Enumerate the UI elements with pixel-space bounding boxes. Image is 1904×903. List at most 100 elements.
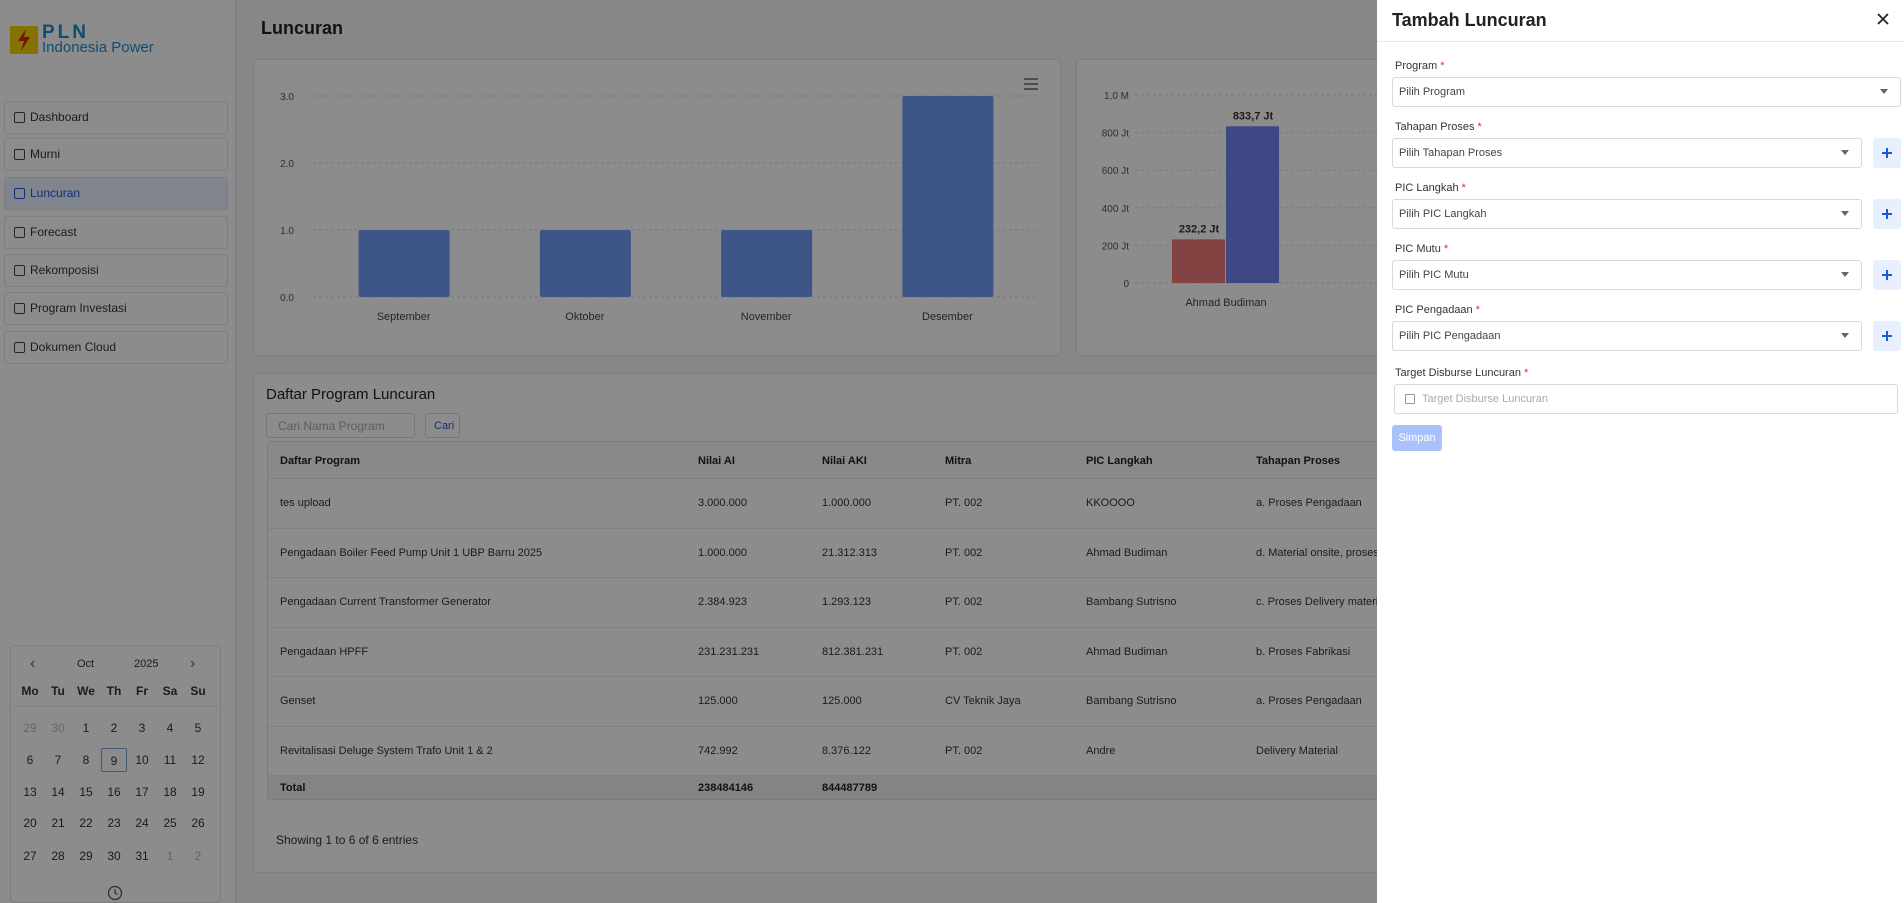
table-row[interactable]	[268, 479, 1426, 529]
weekday: Tu	[51, 684, 65, 698]
calendar-day[interactable]: 4	[166, 721, 174, 735]
table-cell: 742.992	[698, 744, 738, 757]
calendar-day[interactable]: 1	[166, 849, 174, 863]
select-input[interactable]: Pilih Program	[1392, 77, 1901, 107]
table-row[interactable]	[268, 677, 1426, 727]
calendar-day[interactable]: 13	[23, 785, 37, 799]
calendar-month[interactable]: Oct	[77, 658, 95, 670]
calendar-day[interactable]: 20	[23, 816, 37, 830]
calendar-day[interactable]: 16	[107, 785, 121, 799]
table-cell: Pengadaan Current Transformer Generator	[280, 596, 491, 608]
required-mark: *	[1477, 121, 1482, 133]
menu-item[interactable]: Luncuran	[4, 177, 228, 210]
table-cell: 812.381.231	[822, 645, 884, 658]
calendar-next[interactable]: ›	[190, 655, 196, 672]
calendar-day[interactable]: 30	[51, 721, 65, 735]
menu-item[interactable]: Rekomposisi	[4, 254, 228, 287]
select-input[interactable]: Pilih PIC Pengadaan	[1392, 321, 1862, 351]
menu-item[interactable]: Murni	[4, 138, 228, 171]
table-row[interactable]	[268, 529, 1426, 578]
calendar-day[interactable]: 7	[54, 753, 62, 767]
calendar-day[interactable]: 3	[138, 721, 146, 735]
calendar-year[interactable]: 2025	[134, 658, 159, 670]
overlay[interactable]	[0, 0, 1377, 903]
drawer: Tambah Luncuran Simpan Program * Pilih Pro…	[1377, 0, 1904, 903]
calendar-day[interactable]: 31	[135, 849, 149, 863]
calendar-day[interactable]: 30	[107, 849, 121, 863]
calendar-day[interactable]: 26	[191, 816, 205, 830]
calendar-day[interactable]: 12	[191, 753, 205, 767]
calendar-day[interactable]: 17	[135, 785, 149, 799]
calendar-day[interactable]: 2	[194, 849, 202, 863]
bar	[539, 230, 631, 297]
field-label: Tahapan Proses *	[1395, 121, 1482, 133]
total-cell: 844487789	[822, 782, 878, 794]
chart-menu[interactable]	[1022, 76, 1042, 92]
y-tick-label: 400 Jt	[1102, 204, 1129, 215]
table-row[interactable]	[268, 628, 1426, 677]
calendar-day[interactable]: 8	[82, 753, 90, 767]
calendar-day[interactable]: 25	[163, 816, 177, 830]
column-header: PIC Langkah	[1086, 455, 1153, 467]
select-input[interactable]: Pilih PIC Mutu	[1392, 260, 1862, 290]
menu-item[interactable]: Program Investasi	[4, 292, 228, 325]
x-tick-label: Desember	[922, 311, 973, 323]
calendar-day[interactable]: 29	[79, 849, 93, 863]
table-row[interactable]	[268, 727, 1426, 776]
table: Daftar Program Nilai AI Nilai AKI Mitra PIC …	[267, 441, 1427, 800]
table-row[interactable]	[268, 578, 1426, 628]
menu-item[interactable]: Dashboard	[4, 101, 228, 134]
menu-label: Luncuran	[30, 186, 81, 200]
drawer-title: Tambah Luncuran	[1392, 10, 1547, 30]
column-header: Nilai AI	[698, 455, 735, 467]
calendar-day[interactable]: 15	[79, 785, 93, 799]
calendar-day[interactable]: 28	[51, 849, 65, 863]
logo-icon	[10, 26, 38, 54]
calendar-day[interactable]: 23	[107, 816, 121, 830]
select-input[interactable]: Pilih Tahapan Proses	[1392, 138, 1862, 168]
calendar-day[interactable]: 21	[51, 816, 65, 830]
calendar-day[interactable]: 6	[26, 753, 34, 767]
calendar-day[interactable]: 5	[194, 721, 202, 735]
calendar-day[interactable]: 9	[101, 748, 127, 772]
calendar-day[interactable]: 22	[79, 816, 93, 830]
placeholder: Pilih PIC Pengadaan	[1399, 330, 1501, 342]
bar	[721, 230, 813, 297]
add-button[interactable]	[1873, 199, 1901, 229]
logo-title: PLN	[42, 22, 89, 43]
placeholder: Pilih Tahapan Proses	[1399, 147, 1503, 159]
select-input[interactable]: Pilih PIC Langkah	[1392, 199, 1862, 229]
y-tick-label: 0	[1123, 279, 1129, 290]
add-button[interactable]	[1873, 321, 1901, 351]
add-button[interactable]	[1873, 138, 1901, 168]
search-input[interactable]: Cari Nama Program	[266, 413, 415, 438]
clock-icon[interactable]	[107, 885, 123, 901]
menu-item[interactable]: Forecast	[4, 216, 228, 249]
calendar-day[interactable]: 10	[135, 753, 149, 767]
calendar-day[interactable]: 24	[135, 816, 149, 830]
add-button[interactable]	[1873, 260, 1901, 290]
close-button[interactable]	[1873, 9, 1893, 29]
calendar-day[interactable]: 14	[51, 785, 65, 799]
field-label: Program *	[1395, 60, 1444, 72]
calendar-day[interactable]: 2	[110, 721, 118, 735]
table-cell: 231.231.231	[698, 645, 760, 658]
table-cell: d. Material onsite, proses i	[1256, 546, 1385, 559]
calendar-day[interactable]: 1	[82, 721, 90, 735]
calendar-day[interactable]: 11	[163, 753, 177, 767]
table-cell: a. Proses Pengadaan	[1256, 497, 1362, 509]
calendar-day[interactable]: 29	[23, 721, 37, 735]
calendar-day[interactable]: 27	[23, 849, 37, 863]
submit-button[interactable]: Simpan	[1392, 425, 1442, 451]
menu-icon	[14, 303, 25, 314]
calendar-day[interactable]: 19	[191, 785, 205, 799]
date-input[interactable]: Target Disburse Luncuran	[1394, 384, 1898, 414]
bar	[902, 96, 994, 297]
calendar-day[interactable]: 18	[163, 785, 177, 799]
column-header: Tahapan Proses	[1256, 455, 1341, 467]
menu-label: Dashboard	[30, 110, 89, 124]
menu-item[interactable]: Dokumen Cloud	[4, 331, 228, 364]
calendar-prev[interactable]: ‹	[30, 655, 36, 672]
x-tick-label: November	[741, 311, 792, 323]
search-button[interactable]: Cari	[425, 413, 460, 438]
